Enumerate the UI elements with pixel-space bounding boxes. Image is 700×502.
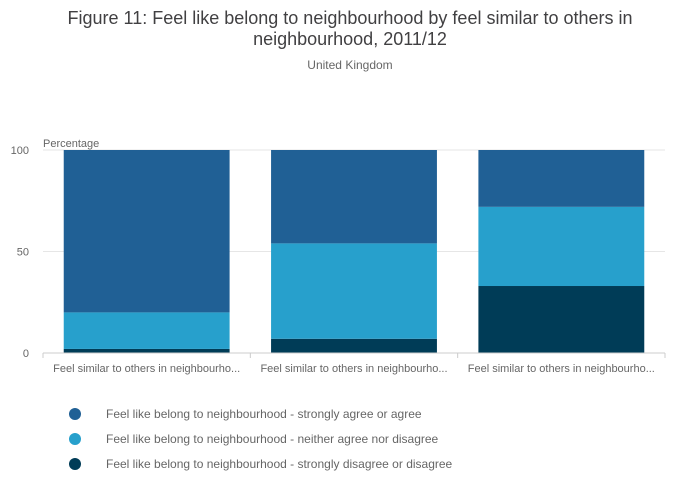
legend-label: Feel like belong to neighbourhood - stro… (106, 407, 422, 421)
bar-segment-3-category-1 (63, 150, 230, 313)
legend-marker (69, 433, 81, 445)
bar-segment-3-category-3 (478, 150, 645, 207)
chart-title-line-1: Figure 11: Feel like belong to neighbour… (68, 8, 633, 28)
bar-segment-2-category-1 (63, 312, 230, 349)
y-tick-label: 100 (11, 145, 29, 157)
bar-segment-2-category-3 (478, 206, 645, 287)
x-tick-label: Feel similar to others in neighbourho... (468, 363, 655, 375)
legend-label: Feel like belong to neighbourhood - neit… (106, 432, 439, 446)
bars (63, 150, 645, 353)
chart-title-line-2: neighbourhood, 2011/12 (253, 29, 447, 49)
bar-segment-2-category-2 (271, 243, 437, 339)
y-tick-label: 0 (23, 348, 29, 360)
chart-subtitle: United Kingdom (307, 58, 392, 72)
legend-marker (69, 408, 81, 420)
y-axis-label: Percentage (43, 138, 99, 150)
bar-segment-1-category-2 (271, 338, 437, 353)
bar-segment-3-category-2 (271, 150, 437, 244)
y-tick-label: 50 (17, 247, 29, 259)
legend-label: Feel like belong to neighbourhood - stro… (106, 457, 453, 471)
axes: 0 50 100 Feel similar to others in neighbou… (11, 145, 666, 375)
legend: Feel like belong to neighbourhood - stro… (69, 407, 453, 471)
bar-segment-1-category-1 (63, 348, 230, 353)
legend-marker (69, 458, 81, 470)
x-tick-label: Feel similar to others in neighbourho... (53, 363, 240, 375)
x-tick-label: Feel similar to others in neighbourho... (260, 363, 447, 375)
bar-segment-1-category-3 (478, 286, 645, 353)
